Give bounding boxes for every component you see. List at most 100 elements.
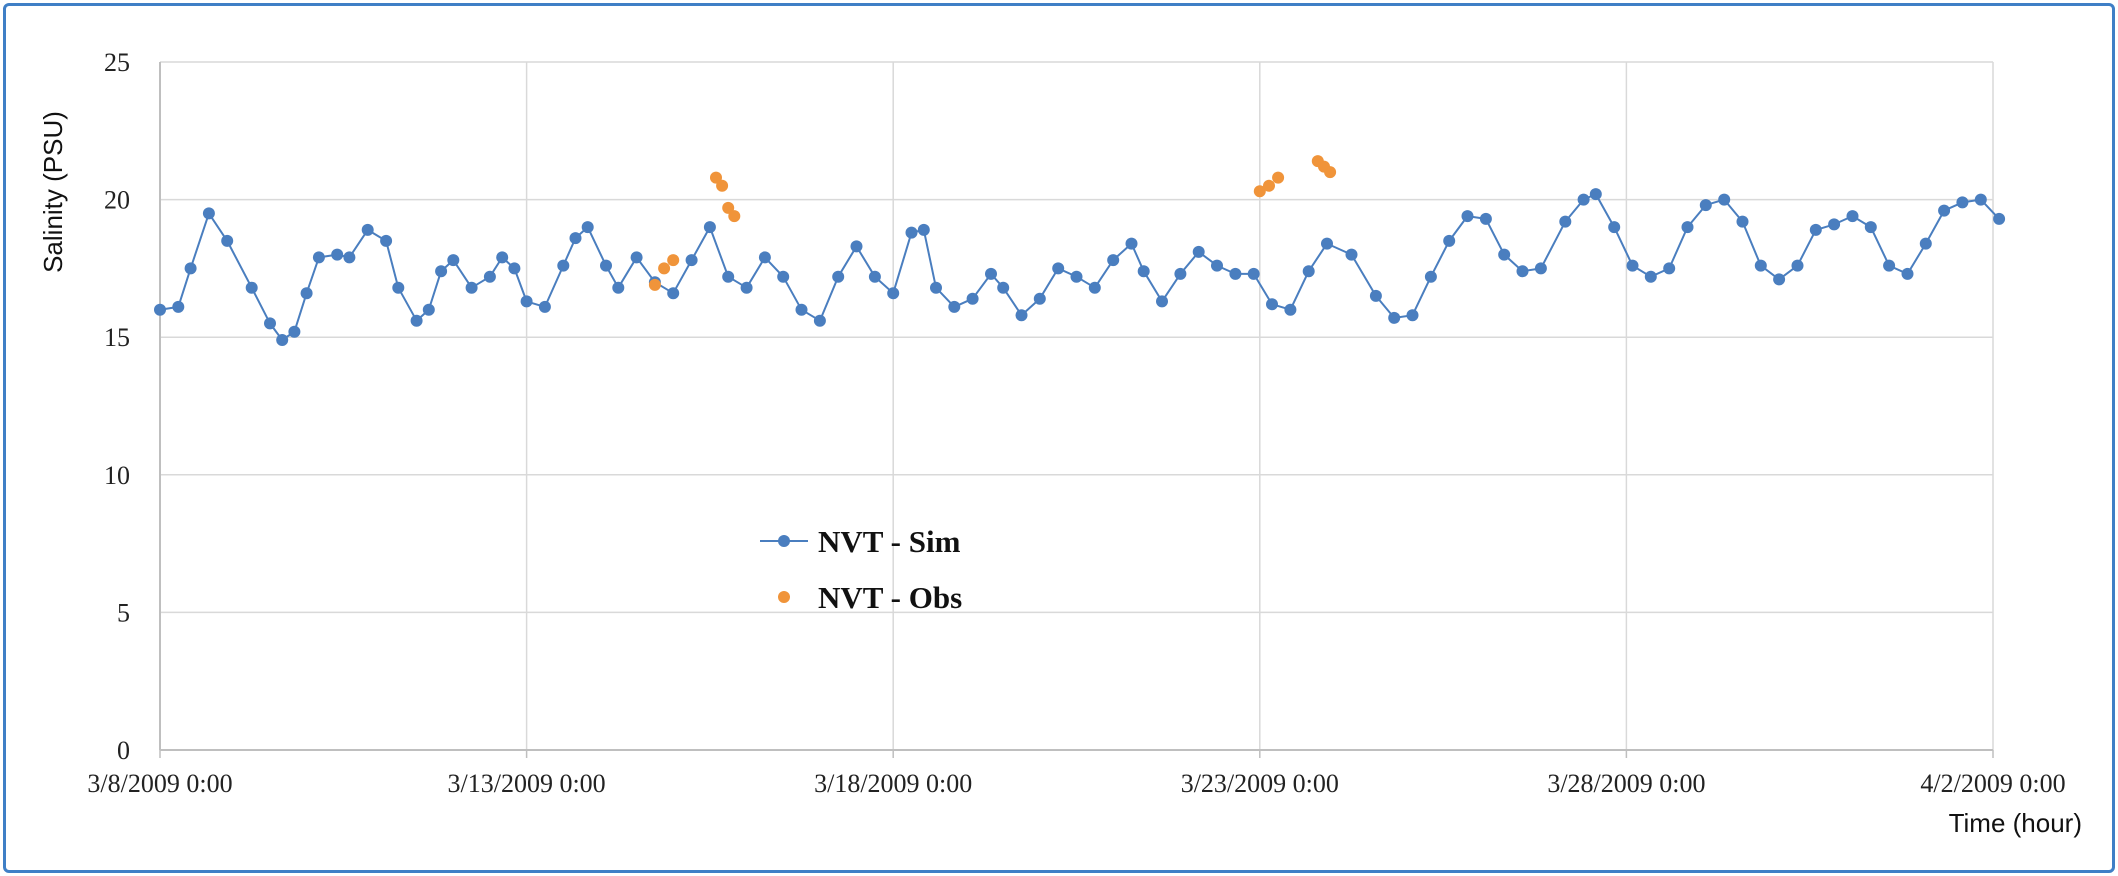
tick-labels: 0 5 10 15 20 25 3/8/2009 0:00 3/13/2009 0:00 3/1…: [87, 48, 2065, 798]
sim-point: [1461, 210, 1474, 223]
sim-point: [1247, 267, 1260, 280]
sim-point: [1088, 281, 1101, 294]
sim-point: [1589, 188, 1602, 201]
sim-point: [740, 281, 753, 294]
y-tick-label: 15: [104, 323, 130, 352]
sim-point: [1479, 212, 1492, 225]
sim-point: [343, 251, 356, 264]
sim-point: [172, 300, 185, 313]
sim-point: [422, 303, 435, 316]
sim-point: [1956, 196, 1969, 209]
sim-point: [483, 270, 496, 283]
sim-point: [447, 254, 460, 267]
sim-point: [1864, 221, 1877, 234]
sim-point: [1663, 262, 1676, 275]
sim-point: [997, 281, 1010, 294]
sim-point: [1577, 193, 1590, 206]
obs-point: [1324, 166, 1337, 179]
sim-point: [1284, 303, 1297, 316]
sim-point: [612, 281, 625, 294]
sim-point: [392, 281, 405, 294]
obs-point: [710, 171, 722, 184]
sim-point: [1883, 259, 1896, 272]
sim-point: [1773, 273, 1786, 286]
y-tick-label: 0: [117, 736, 130, 765]
sim-point: [1033, 292, 1046, 305]
legend-sim-marker: [778, 535, 790, 547]
sim-point: [813, 314, 826, 327]
chart-frame: [3, 3, 2115, 873]
sim-point: [276, 334, 289, 346]
obs-point: [716, 179, 729, 192]
sim-point: [1626, 259, 1639, 272]
sim-point: [1809, 223, 1822, 236]
sim-point: [1974, 193, 1987, 206]
sim-point: [1938, 204, 1951, 217]
x-tick-label: 4/2/2009 0:00: [1920, 769, 2065, 798]
y-axis-title: Salinity (PSU): [38, 111, 68, 273]
sim-point: [300, 287, 313, 300]
sim-point: [1608, 221, 1621, 234]
sim-point: [1156, 295, 1168, 308]
sim-point: [1229, 267, 1242, 280]
sim-point: [1828, 218, 1841, 231]
sim-point: [1369, 289, 1382, 302]
sim-point: [1424, 270, 1437, 283]
sim-point: [795, 303, 808, 316]
sim-point: [1681, 221, 1694, 234]
sim-point: [703, 221, 716, 234]
sim-point: [1345, 248, 1358, 261]
sim-point: [1070, 270, 1083, 283]
obs-point: [722, 201, 735, 214]
sim-point: [758, 251, 771, 264]
sim-point: [948, 300, 961, 313]
sim-point: [221, 234, 234, 247]
legend-obs-marker: [778, 591, 790, 603]
sim-point: [496, 251, 509, 264]
sim-point: [966, 292, 979, 305]
sim-point: [1266, 298, 1278, 311]
obs-point: [1263, 179, 1275, 192]
sim-point: [1718, 193, 1731, 206]
sim-point: [557, 259, 570, 272]
sim-point: [288, 325, 301, 338]
sim-point: [1754, 259, 1767, 272]
sim-point: [202, 207, 215, 220]
sim-point: [1211, 259, 1223, 272]
y-tick-label: 10: [104, 461, 130, 490]
x-tick-label: 3/8/2009 0:00: [87, 769, 232, 798]
sim-point: [1125, 237, 1138, 250]
sim-point: [1644, 270, 1657, 283]
legend-sim-label: NVT - Sim: [818, 524, 961, 559]
sim-point: [1015, 309, 1028, 322]
series-nvt-obs: [648, 155, 1337, 291]
sim-point: [538, 300, 551, 313]
axes: [159, 62, 1994, 758]
sim-point: [465, 281, 478, 294]
legend-item-obs: NVT - Obs: [778, 580, 962, 615]
x-tick-label: 3/23/2009 0:00: [1181, 769, 1339, 798]
sim-point: [410, 314, 423, 327]
sim-point: [264, 317, 276, 330]
sim-point: [1846, 210, 1859, 223]
sim-point: [600, 259, 612, 272]
sim-line: [159, 193, 2000, 341]
sim-point: [1901, 267, 1914, 280]
sim-point: [777, 270, 790, 283]
sim-point: [630, 251, 643, 264]
sim-point: [520, 295, 533, 308]
sim-point: [868, 270, 881, 283]
sim-point: [1498, 248, 1511, 261]
sim-point: [905, 226, 918, 239]
sim-point: [1919, 237, 1932, 250]
sim-point: [930, 281, 942, 294]
sim-point: [1321, 237, 1333, 250]
legend: NVT - Sim NVT - Obs: [760, 524, 962, 615]
legend-obs-label: NVT - Obs: [818, 580, 962, 615]
sim-point: [1192, 245, 1205, 258]
x-tick-label: 3/13/2009 0:00: [448, 769, 606, 798]
sim-point: [917, 223, 930, 236]
sim-point: [1791, 259, 1804, 272]
sim-point: [245, 281, 258, 294]
